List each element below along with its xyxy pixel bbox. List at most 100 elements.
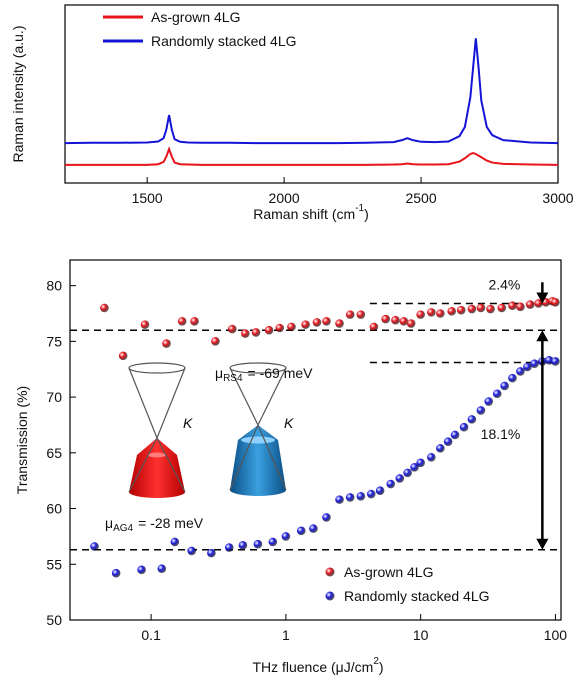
data-point	[459, 422, 469, 432]
data-point	[211, 337, 220, 346]
cone-label: K	[183, 415, 193, 431]
arrow-head	[536, 538, 549, 550]
x-tick-label: 3000	[542, 190, 573, 206]
cone-label: K	[284, 415, 294, 431]
mu-symbol: μ	[215, 365, 223, 381]
data-point	[399, 317, 409, 326]
mu-symbol: μ	[105, 515, 113, 531]
data-point	[207, 548, 216, 558]
data-point	[410, 463, 419, 472]
x-axis-label: Raman shift (cm-1)	[253, 203, 369, 222]
y-tick-label: 70	[46, 389, 62, 405]
x-axis-label-text: Raman shift (cm	[253, 206, 355, 222]
y-axis-label: Transmission (%)	[14, 386, 30, 494]
data-point	[427, 308, 436, 317]
plot-frame	[64, 4, 559, 184]
data-point	[356, 310, 366, 319]
data-point	[275, 323, 285, 333]
cone-blue	[229, 362, 287, 496]
data-point	[322, 513, 331, 522]
data-point	[312, 318, 322, 327]
arrow-label: 18.1%	[481, 426, 521, 442]
y-tick-label: 80	[46, 278, 62, 294]
x-tick-label: 1500	[132, 190, 163, 206]
spectrum-line	[64, 38, 559, 145]
data-point	[516, 367, 525, 376]
data-point	[386, 479, 396, 489]
y-tick-label: 65	[46, 445, 62, 461]
data-point	[530, 359, 539, 368]
mu-label: μAG4 = -28 meV	[105, 515, 204, 534]
x-tick-label: 2500	[405, 190, 436, 206]
x-axis-label: THz fluence (μJ/cm2)	[252, 656, 383, 675]
data-point	[476, 303, 486, 313]
data-point	[497, 303, 507, 313]
x-axis-label-sup: 2	[373, 656, 379, 667]
data-point	[447, 306, 457, 316]
data-point	[227, 324, 237, 334]
data-point	[456, 305, 466, 315]
legend-label: Randomly stacked 4LG	[151, 33, 297, 49]
data-point	[500, 381, 509, 391]
x-axis-label-end: )	[364, 206, 369, 222]
data-point	[523, 362, 532, 372]
data-point	[190, 317, 199, 326]
data-point	[170, 537, 180, 547]
data-point	[395, 474, 405, 483]
data-point	[403, 468, 412, 478]
spectrum-line	[65, 146, 559, 166]
data-point	[345, 493, 355, 502]
data-point	[450, 430, 460, 440]
data-point	[111, 568, 121, 578]
data-point	[551, 298, 560, 307]
mu-text: = -69 meV	[248, 365, 314, 381]
data-point	[484, 397, 494, 406]
data-point	[281, 532, 291, 541]
data-point	[335, 495, 344, 504]
data-point	[427, 452, 436, 462]
data-point	[416, 458, 425, 468]
data-point	[251, 328, 261, 337]
arrow-head	[536, 292, 549, 304]
data-point	[287, 322, 296, 332]
data-point	[187, 546, 197, 556]
plot-frame	[69, 259, 562, 621]
data-point	[118, 351, 128, 361]
x-axis-label-end: )	[379, 659, 384, 675]
mu-label: μRS4 = -69 meV	[215, 365, 313, 384]
x-axis-label-text: THz fluence (μJ/cm	[252, 659, 373, 675]
data-point	[264, 325, 274, 335]
data-point	[100, 303, 109, 313]
y-tick-label: 75	[46, 333, 62, 349]
data-point	[492, 389, 502, 399]
data-point	[381, 314, 390, 324]
data-point	[516, 302, 525, 312]
data-point	[356, 491, 366, 501]
data-point	[162, 339, 171, 348]
data-point	[238, 541, 248, 550]
data-point	[268, 537, 278, 547]
data-point	[241, 329, 250, 338]
data-point	[322, 317, 331, 326]
x-tick-label: 10	[413, 627, 429, 643]
data-point	[345, 310, 355, 319]
data-point	[551, 357, 560, 366]
data-point	[309, 524, 318, 533]
arrow-label: 2.4%	[488, 276, 520, 292]
data-point	[508, 301, 517, 310]
x-tick-label: 1	[282, 627, 290, 643]
data-point	[224, 543, 234, 552]
cone-red	[128, 362, 186, 498]
y-tick-label: 60	[46, 501, 62, 517]
data-point	[525, 300, 535, 309]
data-point	[534, 299, 543, 308]
data-point	[137, 565, 146, 575]
data-point	[436, 309, 445, 318]
data-point	[296, 526, 306, 536]
legend-swatch	[325, 567, 335, 577]
data-point	[253, 539, 263, 549]
data-point	[369, 322, 379, 332]
data-point	[366, 489, 376, 499]
x-tick-label: 2000	[269, 190, 300, 206]
